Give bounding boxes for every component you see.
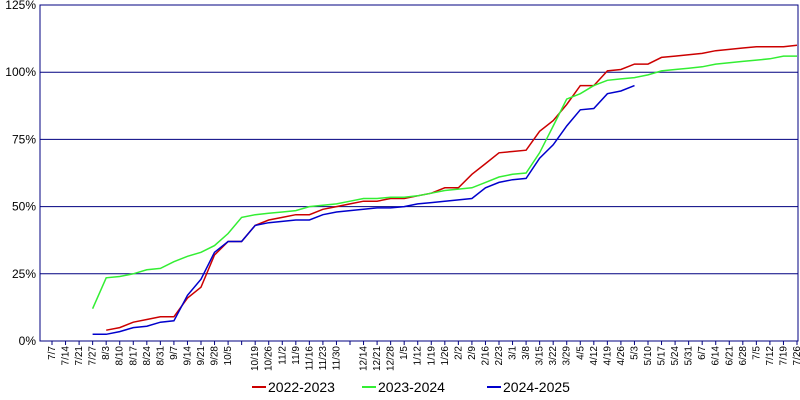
y-tick-label: 100% <box>5 65 36 79</box>
y-tick-label: 125% <box>5 0 36 12</box>
x-tick-label: 1/12 <box>413 346 424 366</box>
x-tick-label: 4/12 <box>589 346 600 366</box>
x-tick-label: 8/10 <box>115 346 126 366</box>
x-tick-label: 6/28 <box>738 346 749 366</box>
x-tick-label: 5/31 <box>684 346 695 366</box>
x-tick-label: 7/5 <box>751 346 762 360</box>
x-tick-label: 1/26 <box>440 346 451 366</box>
x-tick-label: 10/26 <box>264 346 275 371</box>
x-tick-label: 7/19 <box>778 346 789 366</box>
x-tick-label: 8/24 <box>142 346 153 366</box>
series-line <box>91 55 797 310</box>
x-tick-label: 2/2 <box>453 346 464 360</box>
legend-label: 2022-2023 <box>268 379 335 395</box>
x-tick-label: 5/24 <box>670 346 681 366</box>
x-tick-label: 11/30 <box>331 346 342 371</box>
x-tick-label: 7/14 <box>61 346 72 366</box>
x-tick-label: 2/9 <box>467 346 478 360</box>
x-tick-label: 5/10 <box>643 346 654 366</box>
legend-label: 2023-2024 <box>378 379 445 395</box>
x-tick-label: 3/15 <box>535 346 546 366</box>
x-tick-label: 3/29 <box>562 346 573 366</box>
y-tick-label: 50% <box>12 200 36 214</box>
x-tick-label: 10/5 <box>223 346 234 366</box>
series-line <box>106 44 798 331</box>
series-line <box>92 84 635 336</box>
x-tick-label: 9/28 <box>210 346 221 366</box>
x-tick-label: 1/5 <box>399 346 410 360</box>
x-tick-label: 7/7 <box>47 346 58 360</box>
plot-area <box>39 4 799 342</box>
x-tick-label: 2/23 <box>494 346 505 366</box>
x-tick-label: 6/7 <box>697 346 708 360</box>
legend-label: 2024-2025 <box>503 379 570 395</box>
x-tick-label: 12/28 <box>386 346 397 371</box>
x-tick-label: 6/21 <box>724 346 735 366</box>
x-tick-label: 2/16 <box>480 346 491 366</box>
x-tick-label: 8/3 <box>101 346 112 360</box>
x-tick-label: 7/27 <box>88 346 99 366</box>
x-tick-label: 4/19 <box>602 346 613 366</box>
x-tick-label: 12/21 <box>372 346 383 371</box>
x-tick-label: 12/14 <box>359 346 370 371</box>
x-tick-label: 3/1 <box>508 346 519 360</box>
x-tick-label: 4/26 <box>616 346 627 366</box>
x-tick-label: 11/2 <box>277 346 288 365</box>
x-tick-label: 7/12 <box>765 346 776 366</box>
x-tick-label: 5/3 <box>629 346 640 360</box>
x-tick-label: 9/21 <box>196 346 207 366</box>
x-tick-label: 8/31 <box>155 346 166 366</box>
x-tick-label: 9/7 <box>169 346 180 360</box>
x-tick-label: 8/17 <box>128 346 139 366</box>
x-tick-label: 3/22 <box>548 346 559 366</box>
x-tick-label: 1/19 <box>426 346 437 366</box>
x-tick-label: 7/26 <box>792 346 800 366</box>
x-tick-label: 7/21 <box>74 346 85 366</box>
y-tick-label: 25% <box>12 267 36 281</box>
x-tick-label: 5/17 <box>657 346 668 366</box>
x-tick-label: 3/8 <box>521 346 532 360</box>
y-tick-label: 75% <box>12 132 36 146</box>
x-tick-label: 10/19 <box>250 346 261 371</box>
x-tick-label: 4/5 <box>575 346 586 360</box>
x-tick-label: 11/9 <box>291 346 302 365</box>
x-tick-label: 6/14 <box>711 346 722 366</box>
y-tick-label: 0% <box>19 334 37 348</box>
x-tick-label: 11/16 <box>304 346 315 371</box>
x-tick-label: 11/23 <box>318 346 329 371</box>
x-tick-label: 9/14 <box>182 346 193 366</box>
